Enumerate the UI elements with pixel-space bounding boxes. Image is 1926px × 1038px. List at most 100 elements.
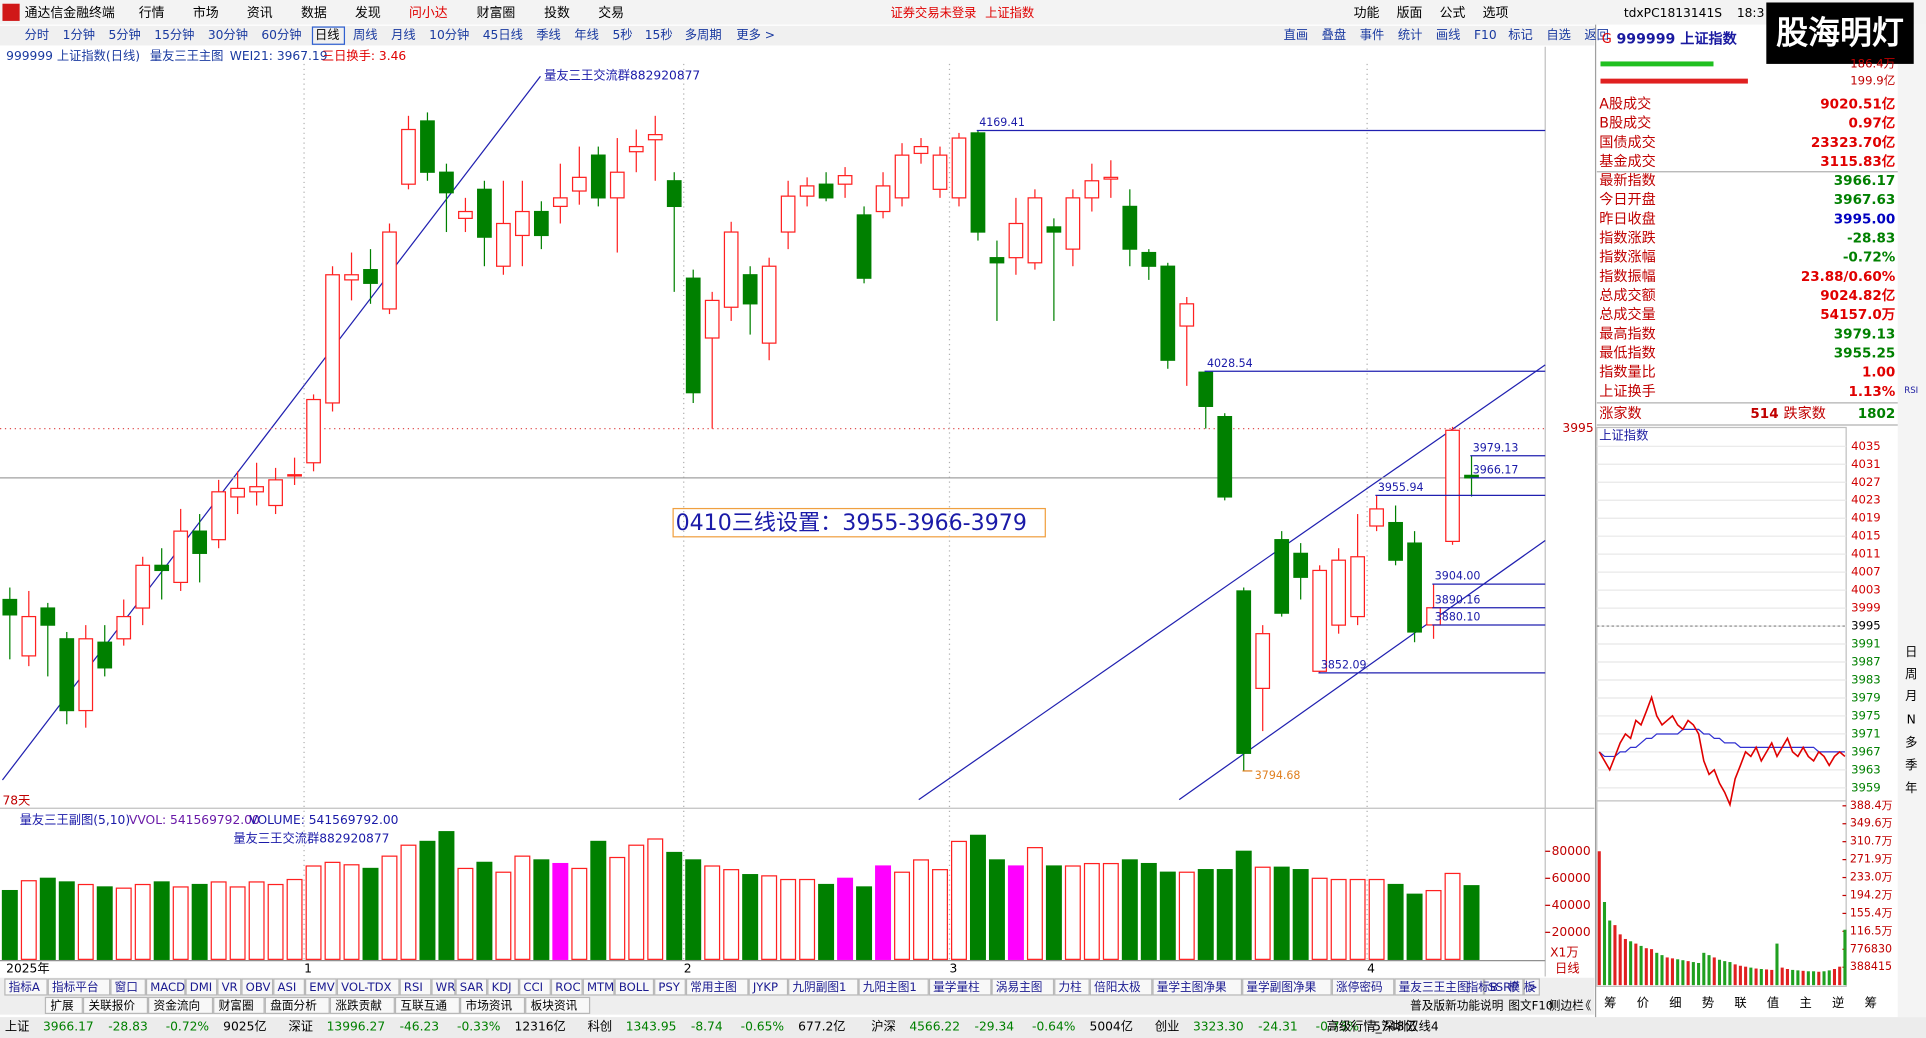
period-button[interactable]: 10分钟	[429, 27, 469, 42]
side-tab[interactable]: 年	[1905, 781, 1917, 795]
period-button[interactable]: 15秒	[645, 28, 673, 42]
period-button[interactable]: 更多 >	[736, 28, 775, 42]
period-button[interactable]: 5秒	[612, 28, 632, 42]
side-tab[interactable]: 月	[1905, 689, 1917, 703]
side-tab[interactable]: 周	[1905, 667, 1917, 681]
tool-button[interactable]: F10	[1474, 28, 1497, 42]
tool-button[interactable]: 统计	[1398, 28, 1423, 42]
menu-item[interactable]: 问小达	[409, 6, 448, 21]
indicator-tab[interactable]: 模 板	[1508, 980, 1535, 994]
indicator-tab[interactable]: ASI	[277, 980, 296, 994]
period-button[interactable]: 月线	[391, 28, 416, 42]
indicator-tab[interactable]: PSY	[658, 980, 680, 994]
side-bottom-tab[interactable]: 细	[1669, 996, 1681, 1010]
indicator-tab[interactable]: MTM	[587, 980, 614, 994]
indicator-tab[interactable]: VR	[222, 980, 238, 994]
info-tab[interactable]: 财富圈	[219, 999, 254, 1013]
menu-item[interactable]: 市场	[193, 5, 219, 21]
indicator-tab[interactable]: 指标B	[1467, 980, 1498, 994]
indicator-tab[interactable]: 指标平台	[52, 980, 99, 994]
info-tab[interactable]: 扩展	[50, 999, 74, 1013]
info-link[interactable]: 侧边栏	[1549, 999, 1584, 1013]
side-tab[interactable]: N	[1907, 712, 1916, 726]
side-tab[interactable]: 多	[1905, 736, 1917, 750]
tool-button[interactable]: 标记	[1508, 28, 1533, 42]
side-bottom-tab[interactable]: 势	[1702, 996, 1714, 1010]
tool-button[interactable]: 直画	[1284, 28, 1309, 42]
period-button[interactable]: 周线	[353, 28, 378, 42]
info-link[interactable]: 《	[1579, 999, 1591, 1013]
info-tab[interactable]: 涨跌贡献	[335, 999, 382, 1013]
indicator-tab[interactable]: 指标A	[9, 980, 40, 994]
period-button[interactable]: 日线	[315, 28, 340, 42]
indicator-tab[interactable]: DMI	[190, 980, 212, 994]
indicator-tab[interactable]: MACD	[150, 980, 185, 994]
indicator-tab[interactable]: 窗口	[115, 980, 138, 994]
menu-item[interactable]: 交易	[598, 5, 624, 21]
indicator-tab[interactable]: 九阴副图1	[792, 980, 846, 994]
indicator-tab[interactable]: KDJ	[492, 980, 512, 994]
side-bottom-tab[interactable]: 联	[1734, 996, 1746, 1010]
period-button[interactable]: 多周期	[685, 28, 722, 42]
info-link[interactable]: 普及版新功能说明	[1410, 999, 1503, 1013]
indicator-tab[interactable]: BOLL	[619, 980, 649, 994]
period-button[interactable]: 5分钟	[108, 27, 140, 42]
info-tab[interactable]: 资金流向	[154, 999, 201, 1013]
period-button[interactable]: 分时	[25, 28, 50, 42]
tool-button[interactable]: 返回	[1584, 28, 1609, 42]
menu-item[interactable]: 功能	[1354, 6, 1380, 21]
period-button[interactable]: 15分钟	[154, 27, 194, 42]
indicator-tab[interactable]: RSI	[404, 980, 423, 994]
indicator-tab[interactable]: EMV	[309, 980, 334, 994]
info-tab[interactable]: 互联互通	[400, 999, 447, 1013]
side-tab[interactable]: RSI	[1904, 386, 1918, 396]
menu-item[interactable]: 版面	[1397, 6, 1423, 21]
indicator-tab[interactable]: WR	[436, 980, 456, 994]
side-tab[interactable]: 季	[1905, 758, 1917, 772]
side-bottom-tab[interactable]: 值	[1767, 995, 1779, 1010]
indicator-tab[interactable]: 量学主图净果	[1157, 980, 1227, 994]
info-tab[interactable]: 盘面分析	[270, 999, 317, 1013]
menu-item[interactable]: 投数	[544, 5, 570, 21]
side-bottom-tab[interactable]: 价	[1637, 996, 1649, 1010]
indicator-tab[interactable]: >	[1528, 980, 1538, 994]
menu-item[interactable]: 数据	[301, 6, 327, 21]
side-tab[interactable]: 日	[1905, 645, 1917, 659]
indicator-tab[interactable]: 常用主图	[690, 980, 737, 994]
tool-button[interactable]: 画线	[1436, 28, 1461, 42]
side-bottom-tab[interactable]: 筹	[1604, 996, 1616, 1010]
indicator-tab[interactable]: 量学量柱	[933, 980, 980, 994]
side-bottom-tab[interactable]: 逆	[1832, 995, 1844, 1010]
indicator-tab[interactable]: SAR	[460, 980, 484, 994]
period-button[interactable]: 60分钟	[261, 27, 301, 42]
period-button[interactable]: 30分钟	[208, 27, 248, 42]
tool-button[interactable]: 叠盘	[1322, 27, 1347, 42]
menu-item[interactable]: 行情	[139, 6, 165, 21]
menu-item[interactable]: 选项	[1483, 6, 1509, 21]
side-bottom-tab[interactable]: 筹	[1865, 996, 1877, 1010]
indicator-tab[interactable]: SSRP	[1488, 980, 1518, 994]
indicator-tab[interactable]: CCI	[523, 980, 543, 994]
period-button[interactable]: 1分钟	[63, 27, 95, 42]
period-button[interactable]: 季线	[536, 28, 561, 42]
indicator-tab[interactable]: 涨停密码	[1336, 980, 1383, 994]
info-tab[interactable]: 市场资讯	[466, 999, 513, 1013]
tool-button[interactable]: 自选	[1546, 28, 1571, 42]
indicator-tab[interactable]: 力柱	[1058, 980, 1082, 994]
indicator-tab[interactable]: 涡易主图	[996, 980, 1043, 994]
indicator-tab[interactable]: OBV	[246, 980, 271, 994]
tool-button[interactable]: 事件	[1360, 28, 1385, 42]
indicator-tab[interactable]: 量学副图净果	[1246, 980, 1316, 994]
indicator-tab[interactable]: 九阳主图1	[863, 980, 917, 994]
info-tab[interactable]: 关联报价	[88, 999, 135, 1013]
period-button[interactable]: 45日线	[483, 28, 523, 42]
info-tab[interactable]: 板块资讯	[531, 999, 578, 1013]
indicator-tab[interactable]: VOL-TDX	[341, 980, 391, 994]
indicator-tab[interactable]: ROC	[555, 980, 580, 994]
indicator-tab[interactable]: 量友三王主图	[1399, 980, 1469, 994]
menu-item[interactable]: 发现	[355, 5, 381, 21]
menu-item[interactable]: 公式	[1440, 6, 1466, 21]
indicator-tab[interactable]: JYKP	[752, 980, 778, 994]
menu-item[interactable]: 财富圈	[477, 5, 516, 21]
period-button[interactable]: 年线	[574, 28, 599, 42]
